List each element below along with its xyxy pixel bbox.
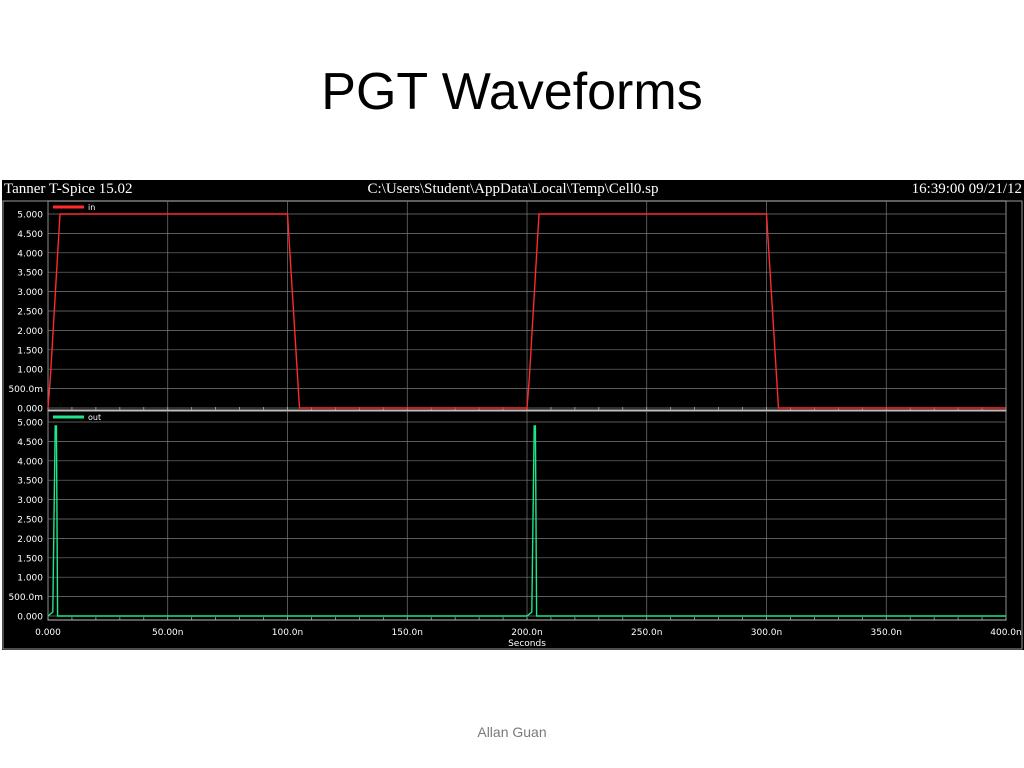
legend-label-in: in — [88, 203, 95, 212]
y-tick-label: 2.500 — [17, 308, 43, 318]
y-tick-label: 1.000 — [17, 366, 43, 376]
x-tick-label: 400.0n — [990, 628, 1021, 638]
x-tick-label: 150.0n — [392, 628, 423, 638]
y-tick-label: 2.000 — [17, 535, 43, 545]
y-tick-label: 500.0m — [8, 593, 43, 603]
x-tick-label: 0.000 — [35, 628, 61, 638]
app-name: Tanner T-Spice 15.02 — [4, 181, 133, 197]
y-tick-label: 3.500 — [17, 269, 43, 279]
x-tick-label: 300.0n — [751, 628, 782, 638]
y-tick-label: 0.000 — [17, 613, 43, 623]
series-line-out — [47, 425, 1006, 617]
footer-author: Allan Guan — [477, 724, 547, 740]
y-tick-label: 3.000 — [17, 288, 43, 298]
y-tick-label: 5.000 — [17, 211, 43, 221]
y-tick-label: 5.000 — [17, 419, 43, 429]
legend-label-out: out — [88, 413, 101, 422]
slide-title: PGT Waveforms — [321, 63, 703, 121]
y-tick-label: 4.000 — [17, 249, 43, 259]
y-tick-label: 3.500 — [17, 477, 43, 487]
y-tick-label: 3.000 — [17, 496, 43, 506]
waveform-chart: 5.000 4.500 4.000 3.500 3.000 2.500 2.000 1.500… — [2, 200, 1023, 650]
y-tick-label: 1.000 — [17, 574, 43, 584]
x-tick-label: 250.0n — [631, 628, 662, 638]
viewer-title-bar: Tanner T-Spice 15.02 C:\Users\Student\Ap… — [2, 180, 1024, 200]
y-tick-label: 2.500 — [17, 516, 43, 526]
timestamp: 16:39:00 09/21/12 — [911, 181, 1022, 197]
waveform-viewer-window: Tanner T-Spice 15.02 C:\Users\Student\Ap… — [2, 180, 1024, 650]
x-tick-label: 50.00n — [152, 628, 183, 638]
plot-frame — [2, 200, 1023, 650]
y-tick-label: 4.000 — [17, 457, 43, 467]
file-path: C:\Users\Student\AppData\Local\Temp\Cell… — [367, 181, 659, 197]
y-tick-label: 1.500 — [17, 554, 43, 564]
y-tick-label: 1.500 — [17, 346, 43, 356]
y-tick-label: 0.000 — [17, 405, 43, 415]
series-line-in — [47, 213, 1006, 409]
x-tick-label: 100.0n — [272, 628, 303, 638]
y-tick-label: 4.500 — [17, 230, 43, 240]
x-axis-label: Seconds — [508, 639, 546, 649]
y-tick-label: 4.500 — [17, 438, 43, 448]
y-tick-label: 2.000 — [17, 327, 43, 337]
x-tick-label: 200.0n — [511, 628, 542, 638]
y-tick-label: 500.0m — [8, 385, 43, 395]
x-tick-label: 350.0n — [871, 628, 902, 638]
